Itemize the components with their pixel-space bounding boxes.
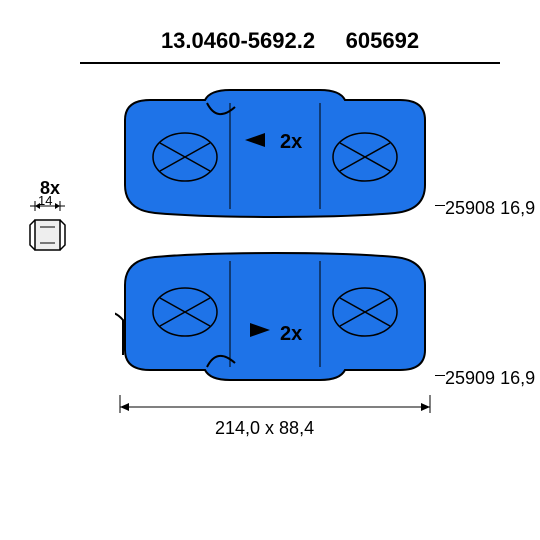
pad-top-ref: 25908 16,9 [445, 198, 535, 219]
clip-width: 14 [38, 193, 52, 208]
dimension-text: 214,0 x 88,4 [215, 418, 314, 439]
leader-line-bottom [435, 375, 445, 376]
diagram-stage: 13.0460-5692.2 605692 2x [0, 0, 540, 540]
alt-number: 605692 [346, 28, 419, 53]
svg-text:2x: 2x [280, 323, 302, 345]
brake-pad-top: 2x [115, 85, 435, 220]
clip-hardware [20, 195, 90, 265]
pad-bottom-ref: 25909 16,9 [445, 368, 535, 389]
leader-line-top [435, 205, 445, 206]
part-number: 13.0460-5692.2 [161, 28, 315, 53]
brake-pad-bottom: 2x [115, 250, 435, 385]
svg-text:2x: 2x [280, 131, 302, 153]
header-divider [80, 62, 500, 64]
header-text: 13.0460-5692.2 605692 [80, 28, 500, 54]
